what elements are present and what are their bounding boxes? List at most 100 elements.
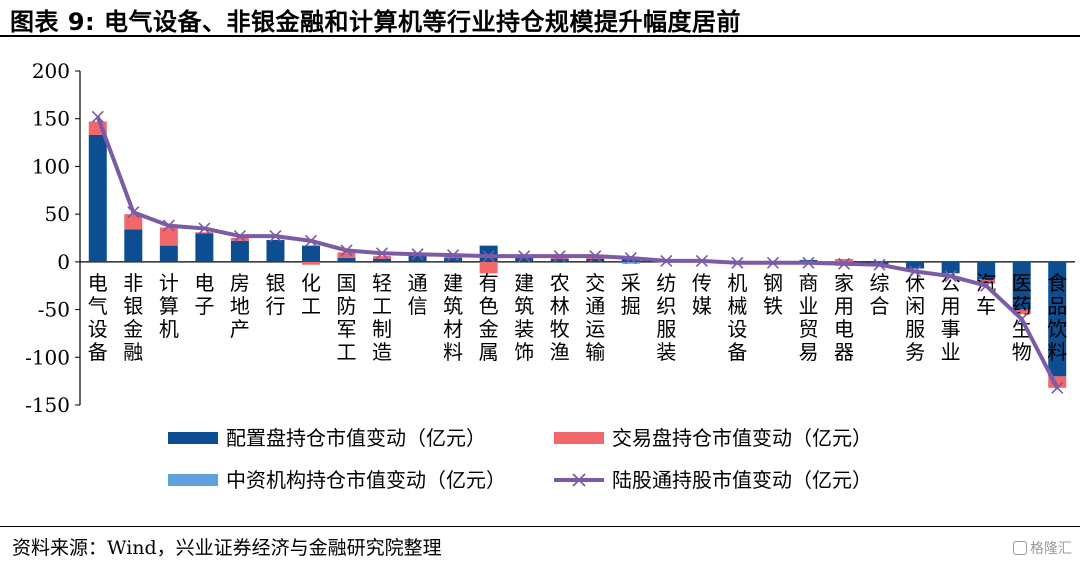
bar-allocation-12 (479, 245, 498, 262)
northbound-point-11 (447, 249, 460, 262)
legend-label-trading: 交易盘持仓市值变动（亿元） (612, 426, 872, 450)
watermark-text: 格隆汇 (1030, 541, 1072, 557)
bar-trading-9 (373, 256, 392, 259)
legend-swatch-trading (554, 432, 604, 444)
x-tick-label: 轻工制造 (372, 271, 392, 364)
title-divider (0, 35, 1080, 37)
northbound-point-4 (198, 222, 211, 235)
northbound-point-6 (269, 230, 282, 243)
axes-layer: 200 150 100 50 0 -50 -100 -150 (25, 59, 1075, 417)
northbound-point-14 (553, 250, 566, 263)
northbound-point-18 (695, 254, 708, 267)
x-tick-label: 非银金融 (123, 271, 143, 364)
bar-allocation-6 (266, 239, 285, 262)
x-tick-label: 医药生物 (1012, 271, 1032, 364)
bar-allocation-1 (88, 134, 107, 262)
legend: 配置盘持仓市值变动（亿元） 交易盘持仓市值变动（亿元） 中资机构持仓市值变动（亿元）… (168, 426, 872, 492)
y-tick-label: 200 (32, 59, 70, 83)
x-tick-label: 计算机 (159, 271, 179, 341)
northbound-point-1 (91, 110, 104, 123)
northbound-point-22 (837, 257, 851, 270)
bar-trading-27 (1012, 309, 1031, 315)
y-tick-label: -100 (25, 345, 70, 369)
x-tick-label: 农林牧渔 (550, 271, 570, 364)
northbound-point-26 (980, 279, 993, 292)
x-tick-label: 机械设备 (727, 271, 747, 364)
bar-trading-2 (124, 214, 143, 230)
northbound-point-3 (162, 219, 175, 232)
northbound-point-10 (411, 248, 424, 261)
northbound-line (95, 116, 1060, 389)
northbound-point-12 (482, 250, 495, 263)
northbound-point-15 (589, 250, 602, 263)
legend-label-institutional: 中资机构持仓市值变动（亿元） (226, 468, 506, 492)
watermark-logo-icon (1013, 541, 1027, 555)
bar-allocation-7 (301, 245, 320, 262)
legend-label-northbound: 陆股通持股市值变动（亿元） (612, 468, 872, 492)
y-tick-label: 150 (32, 107, 70, 131)
bar-trading-5 (230, 238, 249, 241)
northbound-point-23 (873, 258, 886, 271)
legend-label-allocation: 配置盘持仓市值变动（亿元） (226, 426, 486, 450)
watermark: 格隆汇 (1013, 538, 1072, 558)
bar-allocation-5 (230, 240, 249, 262)
chart-area: 200 150 100 50 0 -50 -100 -150 电气设备非银金融计算机电子房地产… (25, 59, 1075, 492)
y-tick-label: 100 (32, 154, 70, 178)
x-tick-label: 钢铁 (763, 271, 783, 318)
x-tick-label: 食品饮料 (1047, 271, 1067, 364)
line-layer (91, 110, 1064, 394)
chart-title: 图表 9: 电气设备、非银金融和计算机等行业持仓规模提升幅度居前 (10, 8, 742, 36)
x-tick-label: 采掘 (621, 271, 641, 318)
northbound-point-17 (660, 254, 673, 267)
northbound-point-8 (340, 244, 353, 257)
bar-allocation-10 (408, 253, 427, 262)
bar-allocation-13 (515, 258, 534, 262)
x-tick-label: 建筑装饰 (514, 271, 534, 364)
northbound-point-25 (944, 270, 957, 283)
northbound-point-24 (909, 265, 922, 278)
legend-swatch-institutional (168, 474, 218, 486)
x-tick-label: 电气设备 (88, 271, 108, 364)
bar-trading-12 (479, 261, 498, 274)
x-tick-label: 房地产 (230, 271, 250, 341)
source-note: 资料来源：Wind，兴业证券经济与金融研究院整理 (12, 537, 442, 559)
x-tick-label: 家用电器 (834, 271, 854, 364)
bar-trading-4 (195, 232, 214, 234)
northbound-point-16 (624, 251, 637, 265)
bar-trading-28 (1048, 376, 1067, 388)
x-tick-label: 休闲服务 (905, 271, 925, 364)
northbound-point-9 (375, 247, 389, 260)
bar-allocation-4 (195, 233, 214, 262)
y-tick-label: -50 (38, 298, 70, 322)
northbound-point-28 (1051, 381, 1064, 394)
bar-allocation-28 (1048, 261, 1067, 377)
bar-allocation-11 (444, 258, 463, 262)
bar-allocation-26 (977, 261, 996, 280)
x-tick-label: 商业贸易 (798, 271, 818, 364)
x-tick-label: 电子 (194, 271, 214, 318)
x-tick-label: 交通运输 (585, 271, 605, 364)
bar-allocation-9 (373, 258, 392, 262)
x-tick-label: 建筑材料 (443, 271, 463, 364)
bar-allocation-2 (124, 229, 143, 262)
bar-trading-26 (977, 279, 996, 284)
northbound-point-13 (518, 250, 531, 263)
bar-allocation-14 (550, 258, 569, 262)
x-tick-label: 综合 (870, 271, 890, 318)
y-tick-label: -150 (25, 393, 70, 417)
legend-marker-northbound (572, 473, 586, 487)
northbound-point-7 (304, 234, 318, 247)
bar-trading-14 (550, 258, 569, 259)
legend-swatch-allocation (168, 432, 218, 444)
y-tick-label: 0 (57, 250, 70, 274)
bar-allocation-8 (337, 258, 356, 262)
x-tick-label: 化工 (301, 271, 321, 318)
bar-allocation-15 (586, 258, 605, 262)
bar-allocation-24 (906, 261, 925, 269)
bar-trading-22 (835, 258, 854, 262)
northbound-point-27 (1015, 313, 1028, 326)
bar-allocation-25 (941, 261, 960, 274)
x-tick-label: 纺织服装 (656, 271, 676, 364)
bar-allocation-27 (1012, 261, 1031, 310)
bar-trading-15 (586, 258, 605, 259)
